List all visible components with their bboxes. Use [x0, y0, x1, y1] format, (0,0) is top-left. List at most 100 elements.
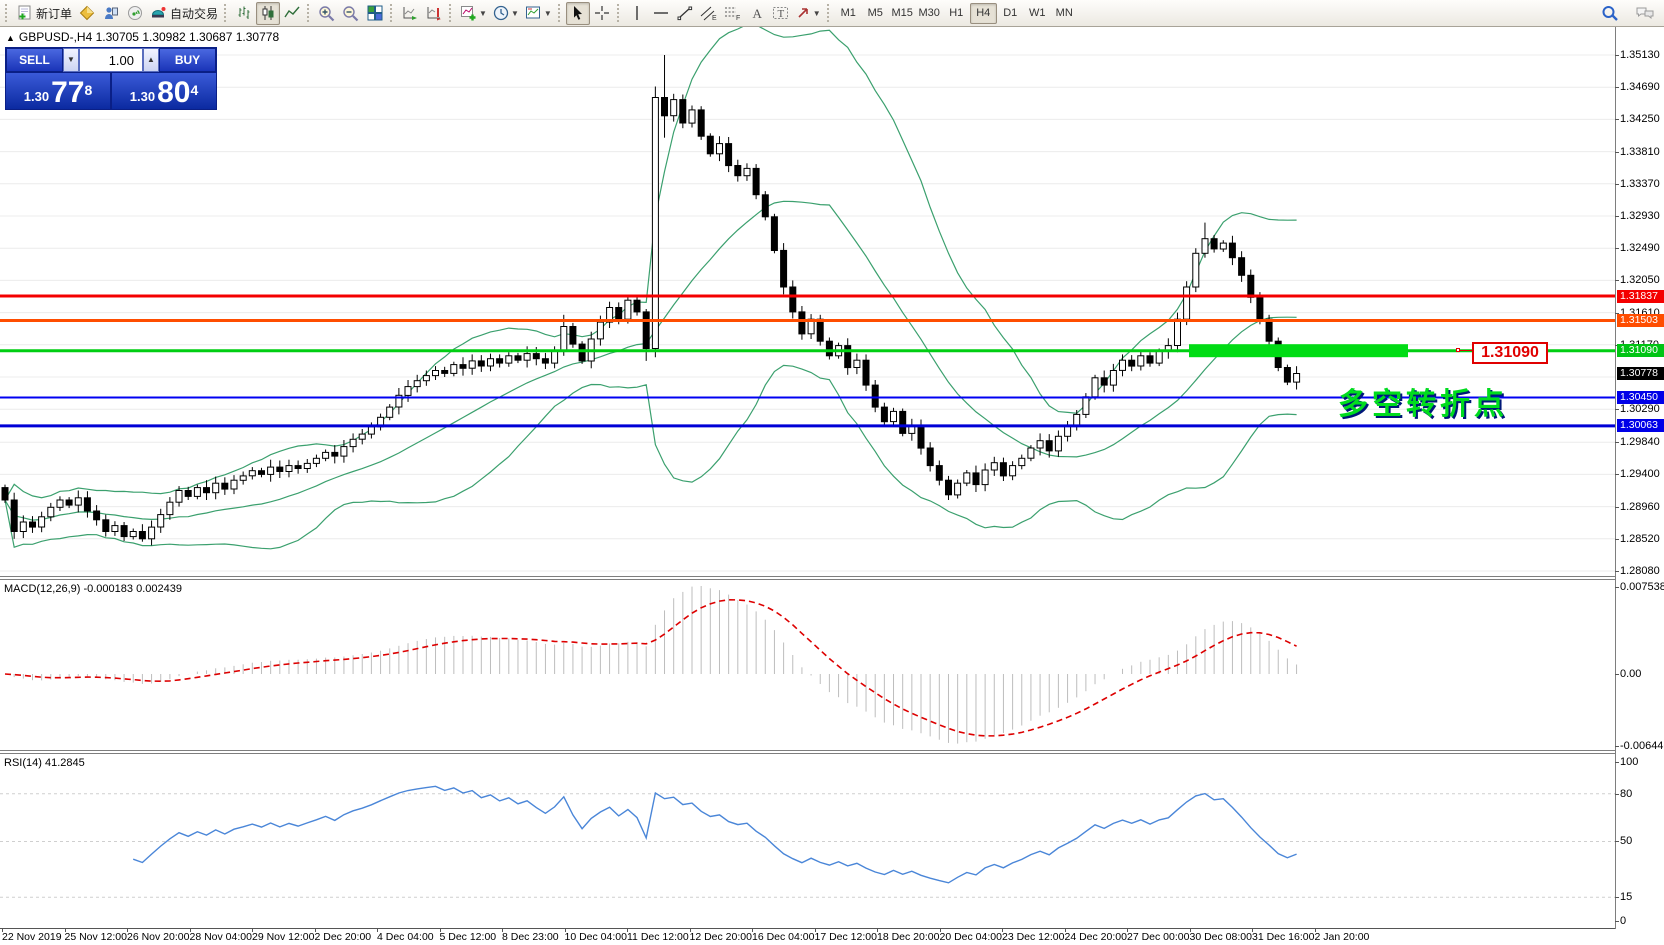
signals-button[interactable] — [123, 2, 147, 25]
periods-button[interactable]: ▼ — [490, 2, 522, 25]
volume-decrease-button[interactable]: ▼ — [63, 48, 79, 72]
timeframe-w1-button[interactable]: W1 — [1024, 3, 1051, 24]
svg-text:F: F — [736, 15, 740, 21]
new-order-button[interactable]: 新订单 — [13, 2, 75, 25]
vertical-line-tool-button[interactable] — [625, 2, 649, 25]
text-label-tool-button[interactable]: T — [769, 2, 793, 25]
price-axis-label: 1.31610 — [1620, 306, 1660, 319]
macd-panel-divider[interactable] — [0, 576, 1615, 580]
symbol-title-text: GBPUSD-,H4 1.30705 1.30982 1.30687 1.307… — [18, 30, 280, 44]
timeframe-m15-button[interactable]: M15 — [889, 3, 916, 24]
toolbar-drag-handle[interactable] — [5, 4, 10, 22]
buy-price-prefix: 1.30 — [129, 89, 156, 104]
tile-windows-button[interactable] — [363, 2, 387, 25]
buy-button[interactable]: BUY — [159, 48, 216, 72]
line-chart-icon — [284, 6, 300, 18]
timeframe-mn-button[interactable]: MN — [1051, 3, 1078, 24]
buy-quote-button[interactable]: 1.30 80 4 — [112, 73, 216, 109]
crosshair-icon — [594, 6, 609, 20]
community-chat-button[interactable] — [1632, 2, 1658, 25]
zoom-in-button[interactable] — [315, 2, 339, 25]
macd-axis-label: 0.007538 — [1620, 581, 1664, 593]
horizontal-line-tool-button[interactable] — [649, 2, 673, 25]
time-axis-label: 17 Dec 12:00 — [814, 931, 877, 943]
autotrading-button[interactable]: 自动交易 — [147, 2, 221, 25]
svg-text:A: A — [752, 6, 762, 21]
time-axis-border — [0, 928, 1615, 929]
sell-quote-button[interactable]: 1.30 77 8 — [6, 73, 110, 109]
templates-button[interactable]: ▼ — [522, 2, 555, 25]
toolbar-drag-handle[interactable] — [390, 4, 395, 22]
time-axis-label: 18 Dec 20:00 — [877, 931, 940, 943]
price-axis-label: 1.32930 — [1620, 210, 1660, 223]
price-axis-label: 1.33370 — [1620, 177, 1660, 190]
toolbar-drag-handle[interactable] — [449, 4, 454, 22]
line-chart-type-button[interactable] — [280, 2, 304, 25]
cursor-tool-button[interactable] — [565, 1, 590, 25]
macd-indicator-label: MACD(12,26,9) -0.000183 0.002439 — [4, 583, 182, 595]
sell-button[interactable]: SELL — [6, 48, 63, 72]
fibonacci-tool-button[interactable]: F — [721, 2, 745, 25]
support-rectangle[interactable] — [1189, 344, 1408, 358]
timeframe-d1-button[interactable]: D1 — [997, 3, 1024, 24]
toolbar-drag-handle[interactable] — [224, 4, 229, 22]
volume-input[interactable] — [79, 48, 143, 72]
rsi-panel-divider[interactable] — [0, 750, 1615, 754]
toolbar-drag-handle[interactable] — [826, 4, 832, 22]
arrows-tool-button[interactable]: ▼ — [793, 2, 824, 25]
time-axis-tick — [2, 929, 3, 932]
volume-increase-button[interactable]: ▲ — [143, 48, 159, 72]
bar-chart-type-button[interactable] — [232, 2, 256, 25]
horizontal-line-icon — [653, 12, 668, 14]
market-watch-button[interactable] — [75, 2, 99, 25]
time-axis-tick — [377, 929, 378, 932]
fibonacci-icon: F — [725, 7, 741, 21]
rsi-axis-label: 0 — [1620, 915, 1627, 927]
time-axis-label: 30 Dec 08:00 — [1189, 931, 1252, 943]
price-axis-label: 1.34690 — [1620, 81, 1660, 94]
indicators-button[interactable]: ▼ — [457, 2, 490, 25]
price-axis-chip: 1.30063 — [1617, 419, 1664, 433]
vertical-line-icon — [636, 6, 638, 20]
bars-chart-icon — [238, 6, 250, 19]
time-axis-tick — [564, 929, 566, 932]
rsi-panel[interactable] — [0, 754, 1615, 928]
price-axis-label: 1.28960 — [1620, 500, 1660, 513]
data-window-button[interactable] — [99, 2, 123, 25]
top-toolbar: 新订单 — [0, 0, 1664, 27]
chart-shift-button[interactable] — [422, 2, 446, 25]
time-axis-tick — [189, 929, 191, 932]
arrow-object-icon — [798, 8, 808, 18]
candlestick-chart-type-button[interactable] — [256, 1, 281, 25]
equidistant-channel-tool-button[interactable]: E — [697, 2, 721, 25]
trendline-tool-button[interactable] — [673, 2, 697, 25]
macd-panel[interactable] — [0, 580, 1615, 750]
zoom-out-button[interactable] — [339, 2, 363, 25]
time-axis-tick — [502, 929, 503, 932]
chat-bubbles-icon — [1636, 7, 1654, 20]
timeframe-m5-button[interactable]: M5 — [862, 3, 889, 24]
one-click-collapse-icon[interactable]: ▲ — [6, 33, 15, 43]
time-axis-label: 27 Dec 00:00 — [1127, 931, 1190, 943]
zoom-out-icon — [343, 5, 359, 21]
search-button[interactable] — [1598, 2, 1622, 25]
text-tool-button[interactable]: A — [745, 2, 769, 25]
toolbar-drag-handle[interactable] — [557, 4, 563, 22]
timeframe-m1-button[interactable]: M1 — [835, 3, 862, 24]
price-axis-label: 1.29840 — [1620, 436, 1660, 449]
timeframe-h1-button[interactable]: H1 — [943, 3, 970, 24]
toolbar-drag-handle[interactable] — [616, 4, 622, 22]
time-axis-label: 26 Nov 20:00 — [127, 931, 190, 943]
time-axis-tick — [627, 929, 628, 932]
crosshair-tool-button[interactable] — [590, 2, 614, 25]
turning-point-annotation[interactable]: 多空转折点 — [1338, 388, 1508, 421]
timeframe-m30-button[interactable]: M30 — [916, 3, 943, 24]
level-price-label[interactable]: 1.31090 — [1472, 342, 1548, 364]
person-terminal-icon — [105, 7, 119, 19]
timeframe-h4-button[interactable]: H4 — [969, 2, 997, 24]
auto-scroll-button[interactable] — [398, 2, 422, 25]
price-axis-chip: 1.31503 — [1617, 313, 1664, 327]
toolbar-drag-handle[interactable] — [307, 4, 312, 22]
main-price-chart[interactable] — [0, 27, 1615, 576]
time-axis-label: 24 Dec 20:00 — [1064, 931, 1127, 943]
